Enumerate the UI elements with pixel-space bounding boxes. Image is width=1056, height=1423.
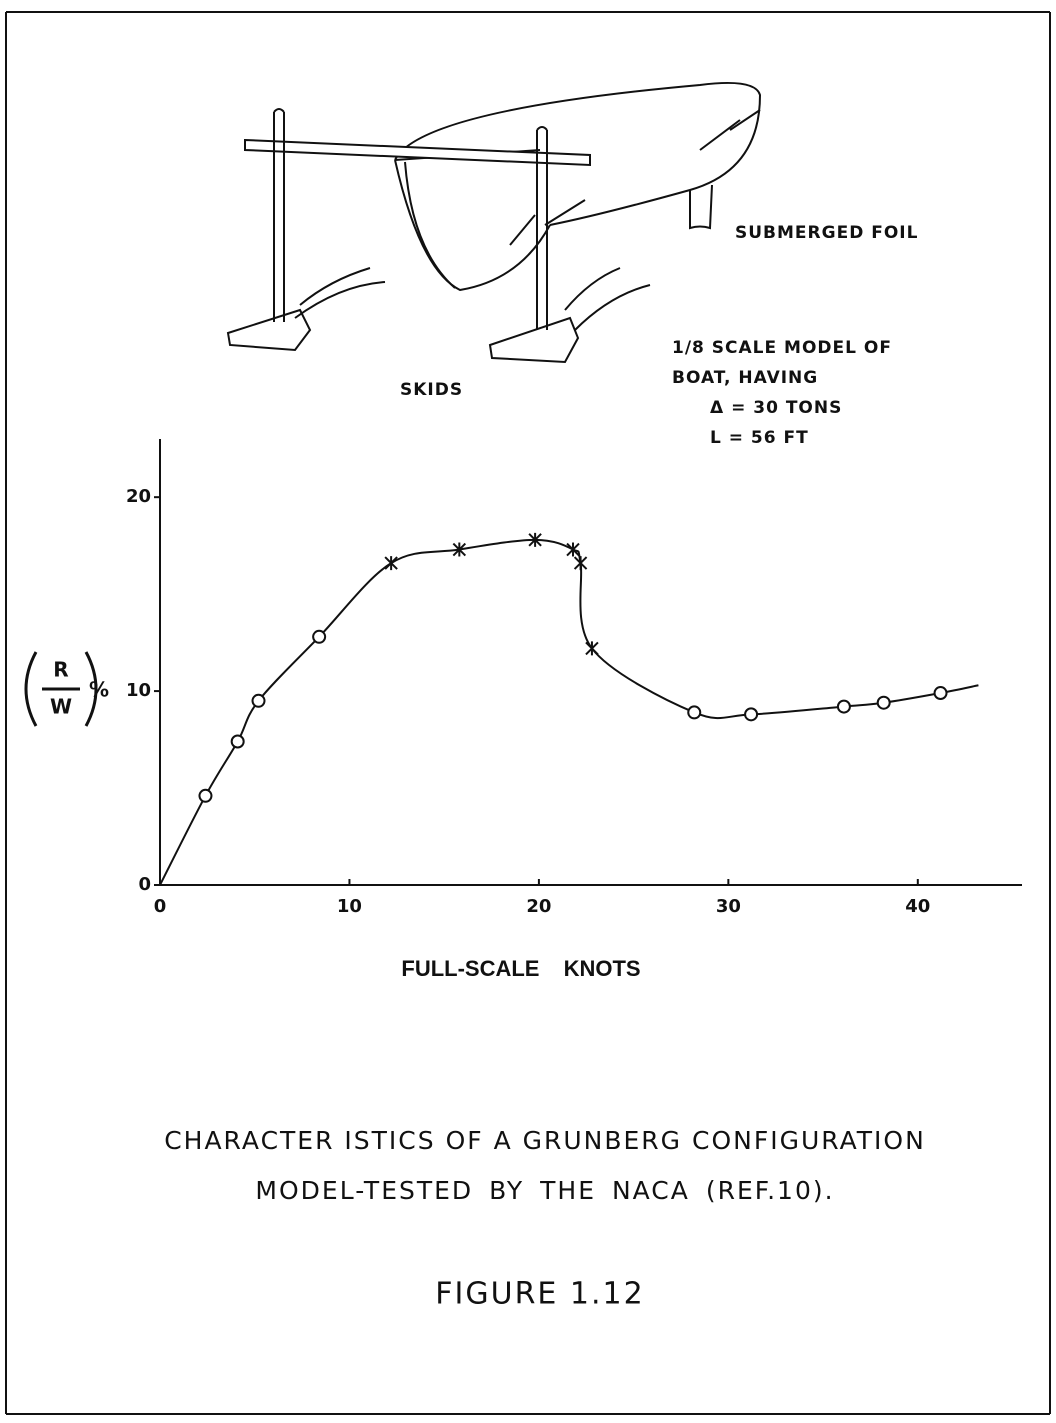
circle-point: [745, 708, 757, 720]
circle-point: [688, 706, 700, 718]
x-tick-label: 0: [154, 896, 167, 917]
x-tick-label: 30: [716, 896, 741, 917]
resistance-curve: [160, 540, 978, 885]
star-point: [586, 641, 598, 655]
star-marker: [385, 556, 397, 570]
circle-marker: [935, 687, 947, 699]
star-marker: [575, 556, 587, 570]
circle-marker: [199, 790, 211, 802]
circle-point: [935, 687, 947, 699]
circle-point: [199, 790, 211, 802]
model-note: L = 56 FT: [710, 428, 809, 448]
x-tick-label: 10: [337, 896, 362, 917]
y-label-numerator: R: [53, 658, 68, 682]
boat-illustration: [228, 83, 760, 362]
circle-marker: [232, 736, 244, 748]
circle-marker: [878, 697, 890, 709]
star-marker: [567, 543, 579, 557]
circle-point: [838, 701, 850, 713]
foil-label: SUBMERGED FOIL: [735, 223, 918, 243]
circle-marker: [838, 701, 850, 713]
circle-marker: [688, 706, 700, 718]
y-label-suffix: %: [89, 678, 109, 702]
circle-marker: [745, 708, 757, 720]
x-tick-label: 40: [905, 896, 930, 917]
star-point: [385, 556, 397, 570]
star-marker: [586, 641, 598, 655]
caption-line: CHARACTER ISTICS OF A GRUNBERG CONFIGURA…: [164, 1126, 926, 1155]
circle-marker: [313, 631, 325, 643]
figure-page: SUBMERGED FOIL SKIDS 1/8 SCALE MODEL OF …: [0, 0, 1056, 1423]
model-note: Δ = 30 TONS: [710, 398, 842, 418]
x-tick-label: 20: [526, 896, 551, 917]
y-tick-label: 0: [138, 874, 151, 895]
caption-line: MODEL-TESTED BY THE NACA (REF.10).: [255, 1176, 834, 1205]
figure-number: FIGURE 1.12: [435, 1277, 644, 1312]
circle-point: [253, 695, 265, 707]
circle-marker: [253, 695, 265, 707]
skids-label: SKIDS: [400, 380, 463, 400]
y-label-denominator: W: [50, 695, 72, 719]
circle-point: [878, 697, 890, 709]
circle-point: [313, 631, 325, 643]
model-note: BOAT, HAVING: [672, 368, 818, 388]
model-note: 1/8 SCALE MODEL OF: [672, 338, 892, 358]
y-tick-label: 10: [126, 680, 151, 701]
y-tick-label: 20: [126, 486, 151, 507]
star-point: [575, 556, 587, 570]
circle-point: [232, 736, 244, 748]
star-point: [567, 543, 579, 557]
x-axis-label: FULL-SCALE KNOTS: [401, 956, 640, 981]
